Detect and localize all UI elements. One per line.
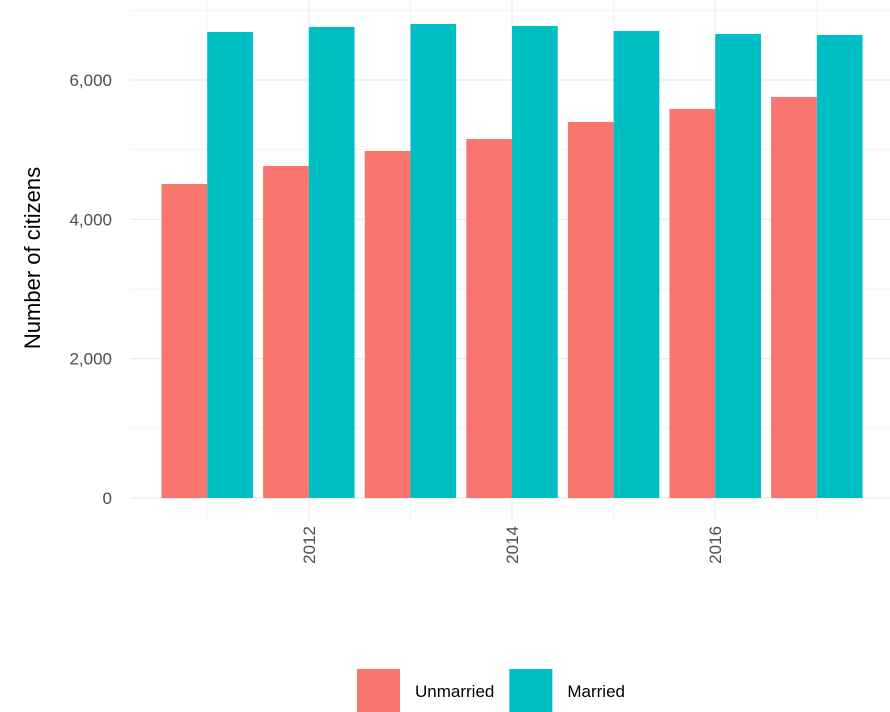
bar (715, 33, 761, 498)
bar (308, 26, 355, 498)
bar (512, 25, 558, 498)
bar (263, 166, 309, 498)
bar (207, 31, 253, 498)
x-tick-label: 2014 (503, 526, 522, 564)
y-tick-label: 6,000 (69, 71, 112, 90)
legend-key (357, 669, 400, 712)
bar (669, 108, 716, 498)
bar (816, 34, 863, 498)
legend-label: Unmarried (415, 682, 494, 701)
bar (364, 150, 411, 498)
y-tick-label: 0 (103, 489, 112, 508)
bar (567, 121, 614, 498)
bar (613, 31, 660, 498)
bar (771, 96, 817, 498)
legend-key (509, 669, 553, 712)
legend-label: Married (567, 682, 625, 701)
bar (410, 23, 457, 498)
bar (466, 138, 513, 498)
x-tick-label: 2012 (300, 526, 319, 564)
bar (161, 183, 208, 498)
y-tick-label: 4,000 (69, 210, 112, 229)
y-axis-title: Number of citizens (20, 167, 45, 349)
x-tick-label: 2016 (706, 526, 725, 564)
y-tick-label: 2,000 (69, 350, 112, 369)
